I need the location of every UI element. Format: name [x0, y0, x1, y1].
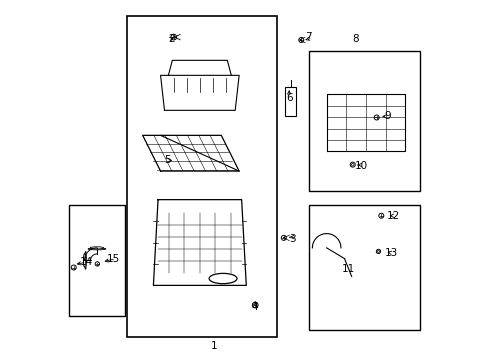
Circle shape [171, 34, 176, 40]
Circle shape [349, 162, 354, 167]
Text: 8: 8 [351, 34, 358, 44]
Text: 6: 6 [285, 93, 292, 103]
Text: 14: 14 [80, 257, 93, 267]
Text: 7: 7 [305, 32, 311, 42]
Text: 1: 1 [210, 341, 217, 351]
Circle shape [377, 250, 379, 252]
Text: 9: 9 [383, 111, 390, 121]
Text: 12: 12 [386, 211, 400, 221]
Bar [308, 205, 419, 330]
Circle shape [71, 265, 76, 270]
Text: 13: 13 [384, 248, 398, 258]
Ellipse shape [209, 273, 237, 284]
Text: 4: 4 [251, 302, 258, 312]
Circle shape [252, 302, 258, 308]
Circle shape [281, 235, 285, 240]
Circle shape [378, 213, 383, 218]
Bar [126, 16, 276, 337]
Circle shape [376, 249, 380, 253]
Bar [285, 87, 295, 116]
Bar [69, 205, 124, 316]
Circle shape [298, 37, 303, 42]
Ellipse shape [83, 253, 85, 267]
Text: 15: 15 [106, 253, 120, 264]
Text: 3: 3 [289, 234, 295, 244]
Circle shape [351, 163, 353, 166]
Ellipse shape [84, 251, 86, 269]
Text: 5: 5 [164, 156, 171, 165]
Circle shape [95, 262, 99, 266]
Text: 11: 11 [341, 264, 354, 274]
Text: 10: 10 [354, 161, 367, 171]
Circle shape [373, 115, 378, 120]
Ellipse shape [90, 247, 103, 249]
Text: 2: 2 [167, 34, 174, 44]
Bar [308, 51, 419, 191]
Ellipse shape [88, 248, 106, 250]
